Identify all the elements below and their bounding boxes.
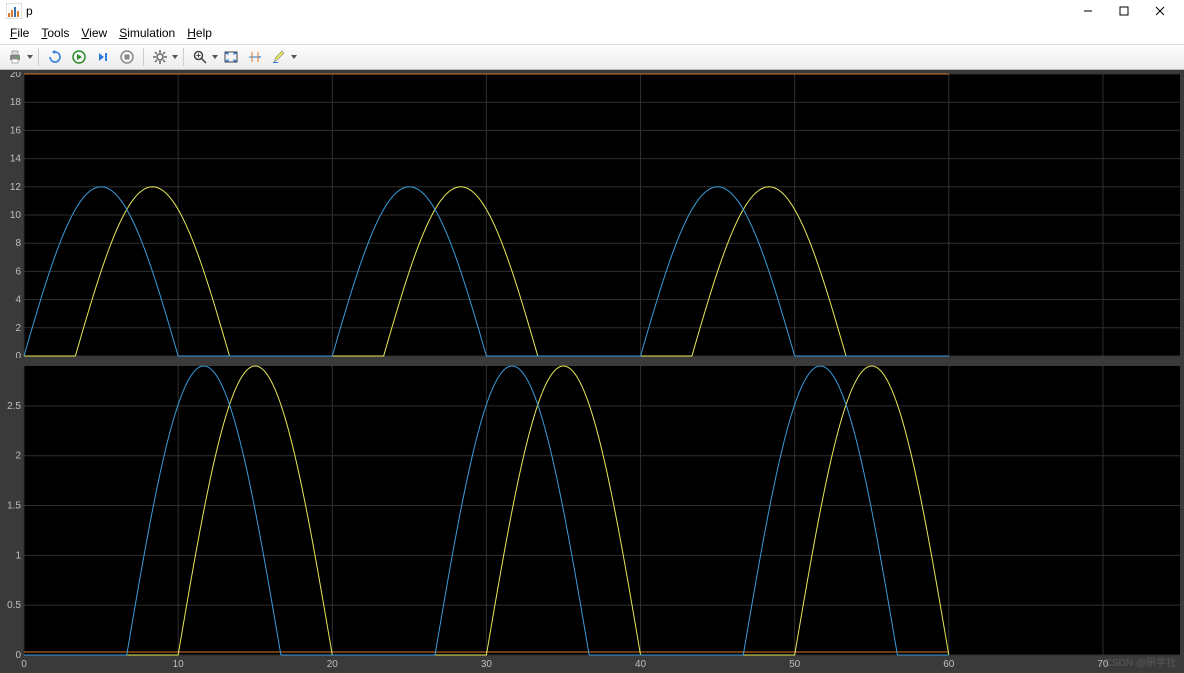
window-title: p xyxy=(26,4,33,18)
scope-window: p FileToolsViewSimulationHelp 0246810121… xyxy=(0,0,1184,673)
app-icon xyxy=(6,3,22,19)
svg-text:10: 10 xyxy=(10,210,22,221)
menu-simulation[interactable]: Simulation xyxy=(113,24,181,42)
restart-button[interactable] xyxy=(44,46,66,68)
toolbar xyxy=(0,44,1184,70)
svg-text:6: 6 xyxy=(15,266,21,277)
menu-file[interactable]: File xyxy=(4,24,35,42)
svg-text:2: 2 xyxy=(15,450,21,461)
run-button[interactable] xyxy=(68,46,90,68)
close-button[interactable] xyxy=(1142,2,1178,20)
svg-text:20: 20 xyxy=(327,659,339,670)
svg-text:50: 50 xyxy=(789,659,801,670)
stop-button[interactable] xyxy=(116,46,138,68)
zoom-dropdown[interactable] xyxy=(211,54,218,60)
minimize-button[interactable] xyxy=(1070,2,1106,20)
svg-text:2.5: 2.5 xyxy=(7,400,21,411)
svg-text:14: 14 xyxy=(10,154,22,165)
zoom-icon xyxy=(192,49,208,65)
print-icon xyxy=(7,49,23,65)
svg-text:1: 1 xyxy=(15,550,21,561)
highlight-dropdown[interactable] xyxy=(290,54,297,60)
svg-text:0: 0 xyxy=(15,351,21,358)
scope-axes-2[interactable]: 00.511.522.5010203040506070 CSDN @研学社 xyxy=(2,364,1182,673)
fit-to-view-icon xyxy=(223,49,239,65)
svg-text:20: 20 xyxy=(10,72,22,80)
step-forward-button[interactable] xyxy=(92,46,114,68)
highlight-button[interactable] xyxy=(268,46,290,68)
svg-text:8: 8 xyxy=(15,238,21,249)
menu-view[interactable]: View xyxy=(75,24,113,42)
restart-icon xyxy=(47,49,63,65)
svg-text:0.5: 0.5 xyxy=(7,600,21,611)
svg-text:16: 16 xyxy=(10,125,22,136)
stop-icon xyxy=(119,49,135,65)
step-forward-icon xyxy=(95,49,111,65)
config-icon xyxy=(152,49,168,65)
svg-text:10: 10 xyxy=(173,659,185,670)
cursor-measure-button[interactable] xyxy=(244,46,266,68)
svg-text:0: 0 xyxy=(21,659,27,670)
svg-text:60: 60 xyxy=(943,659,955,670)
cursor-measure-icon xyxy=(247,49,263,65)
maximize-button[interactable] xyxy=(1106,2,1142,20)
watermark: CSDN @研学社 xyxy=(1105,654,1176,669)
run-icon xyxy=(71,49,87,65)
svg-text:30: 30 xyxy=(481,659,493,670)
svg-text:1.5: 1.5 xyxy=(7,500,21,511)
titlebar: p xyxy=(0,0,1184,22)
highlight-icon xyxy=(271,49,287,65)
svg-text:4: 4 xyxy=(15,295,21,306)
svg-text:40: 40 xyxy=(635,659,647,670)
svg-text:2: 2 xyxy=(15,323,21,334)
scope-plots: 0 2 4 6 8 10 12 14 16 18 20 0 0.5 1 1.5 2 2.5 0 10 20 30 40 5… xyxy=(0,70,1184,673)
svg-text:12: 12 xyxy=(10,182,22,193)
menubar: FileToolsViewSimulationHelp xyxy=(0,22,1184,44)
zoom-button[interactable] xyxy=(189,46,211,68)
svg-text:18: 18 xyxy=(10,97,22,108)
menu-help[interactable]: Help xyxy=(181,24,218,42)
fit-to-view-button[interactable] xyxy=(220,46,242,68)
scope-axes-1[interactable]: 0 2 4 6 8 10 12 14 16 18 20 xyxy=(2,72,1182,358)
print-dropdown[interactable] xyxy=(26,54,33,60)
menu-tools[interactable]: Tools xyxy=(35,24,75,42)
config-dropdown[interactable] xyxy=(171,54,178,60)
config-button[interactable] xyxy=(149,46,171,68)
print-button[interactable] xyxy=(4,46,26,68)
